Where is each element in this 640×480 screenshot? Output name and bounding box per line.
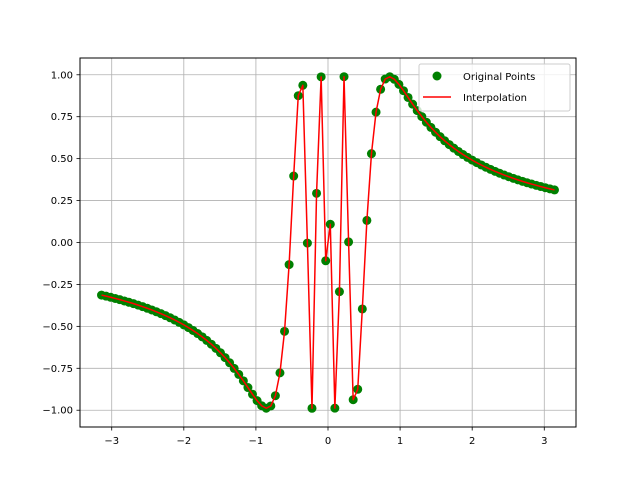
y-tick-label: −0.50	[42, 322, 73, 333]
y-tick-label: 0.50	[51, 154, 73, 165]
interpolation-line	[101, 75, 555, 410]
legend-label-original-points: Original Points	[463, 72, 535, 83]
x-tick-label: 1	[397, 436, 403, 447]
x-tick-label: 0	[325, 436, 331, 447]
y-tick-label: 0.25	[51, 196, 73, 207]
x-tick-label: −3	[104, 436, 119, 447]
x-tick-label: −1	[249, 436, 264, 447]
legend-box	[418, 63, 571, 112]
y-tick-label: 1.00	[51, 70, 73, 81]
y-tick-label: 0.75	[51, 112, 73, 123]
legend-marker-original-points	[432, 71, 442, 81]
y-tick-label: −1.00	[42, 406, 73, 417]
y-tick-label: −0.75	[42, 364, 73, 375]
legend: Original Points Interpolation	[418, 63, 571, 112]
x-tick-label: 2	[469, 436, 475, 447]
interpolation-series	[101, 75, 555, 410]
legend-label-interpolation: Interpolation	[463, 93, 527, 104]
y-axis: −1.00 −0.75 −0.50 −0.25 0.00 0.25 0.50 0.75 1.00	[42, 70, 80, 417]
x-tick-label: −2	[176, 436, 191, 447]
x-tick-label: 3	[541, 436, 547, 447]
y-tick-label: 0.00	[51, 238, 73, 249]
y-tick-label: −0.25	[42, 280, 73, 291]
x-axis: −3 −2 −1 0 1 2 3	[104, 427, 547, 447]
